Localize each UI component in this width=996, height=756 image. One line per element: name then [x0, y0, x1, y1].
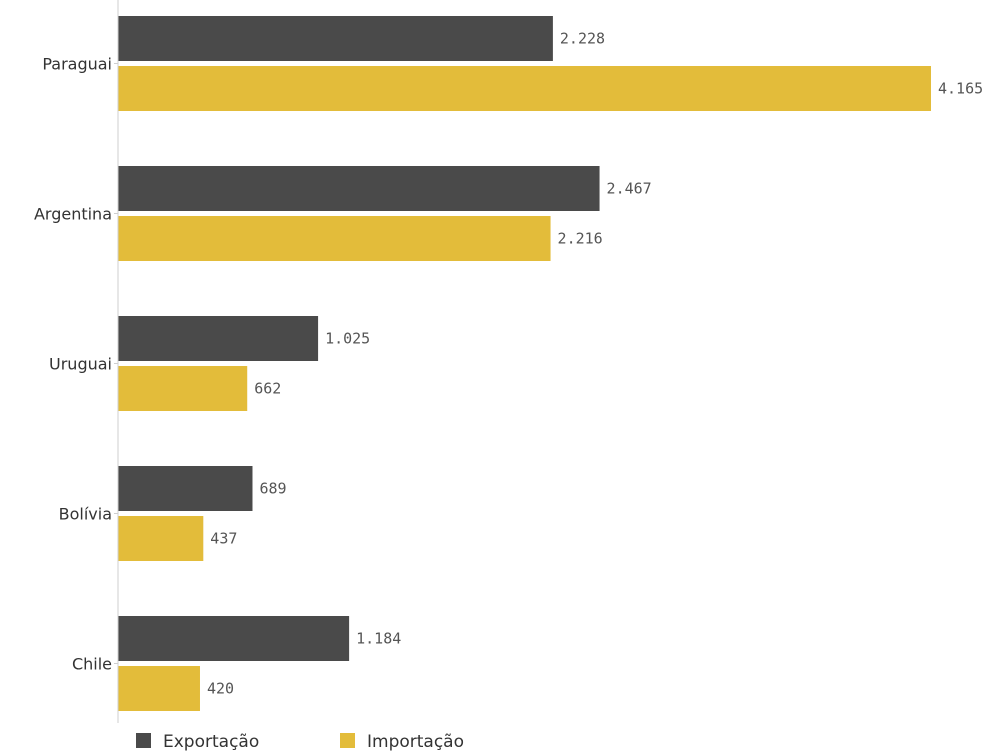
legend-swatch-exportacao	[136, 733, 151, 748]
bar-argentina-importacao	[118, 216, 551, 261]
value-label-bolivia-exportacao: 689	[259, 480, 286, 498]
legend-label-importacao: Importação	[367, 732, 464, 752]
category-label-argentina: Argentina	[34, 205, 112, 224]
value-label-uruguai-importacao: 662	[254, 380, 281, 398]
category-label-bolivia: Bolívia	[59, 505, 112, 524]
value-label-chile-importacao: 420	[207, 680, 234, 698]
value-label-bolivia-importacao: 437	[210, 530, 237, 548]
legend-swatch-importacao	[340, 733, 355, 748]
value-label-chile-exportacao: 1.184	[356, 630, 401, 648]
value-label-paraguai-exportacao: 2.228	[560, 30, 605, 48]
category-label-uruguai: Uruguai	[49, 355, 112, 374]
bar-bolivia-exportacao	[118, 466, 253, 511]
category-labels-layer: Paraguai Argentina Uruguai Bolívia Chile	[34, 55, 118, 674]
bar-paraguai-importacao	[118, 66, 931, 111]
bars-layer	[118, 16, 931, 711]
value-label-argentina-importacao: 2.216	[558, 230, 603, 248]
value-label-uruguai-exportacao: 1.025	[325, 330, 370, 348]
value-label-paraguai-importacao: 4.165	[938, 80, 983, 98]
legend-label-exportacao: Exportação	[163, 732, 259, 752]
bar-bolivia-importacao	[118, 516, 204, 561]
category-label-chile: Chile	[72, 655, 112, 674]
bar-paraguai-exportacao	[118, 16, 553, 61]
bar-chile-exportacao	[118, 616, 350, 661]
bar-chile-importacao	[118, 666, 200, 711]
value-labels-layer: 2.228 4.165 2.467 2.216 1.025 662 689 437 1.184 4…	[207, 30, 983, 698]
bar-uruguai-exportacao	[118, 316, 319, 361]
bar-uruguai-importacao	[118, 366, 248, 411]
legend: Exportação Importação	[136, 732, 464, 752]
bar-argentina-exportacao	[118, 166, 600, 211]
value-label-argentina-exportacao: 2.467	[607, 180, 652, 198]
category-label-paraguai: Paraguai	[42, 55, 112, 74]
